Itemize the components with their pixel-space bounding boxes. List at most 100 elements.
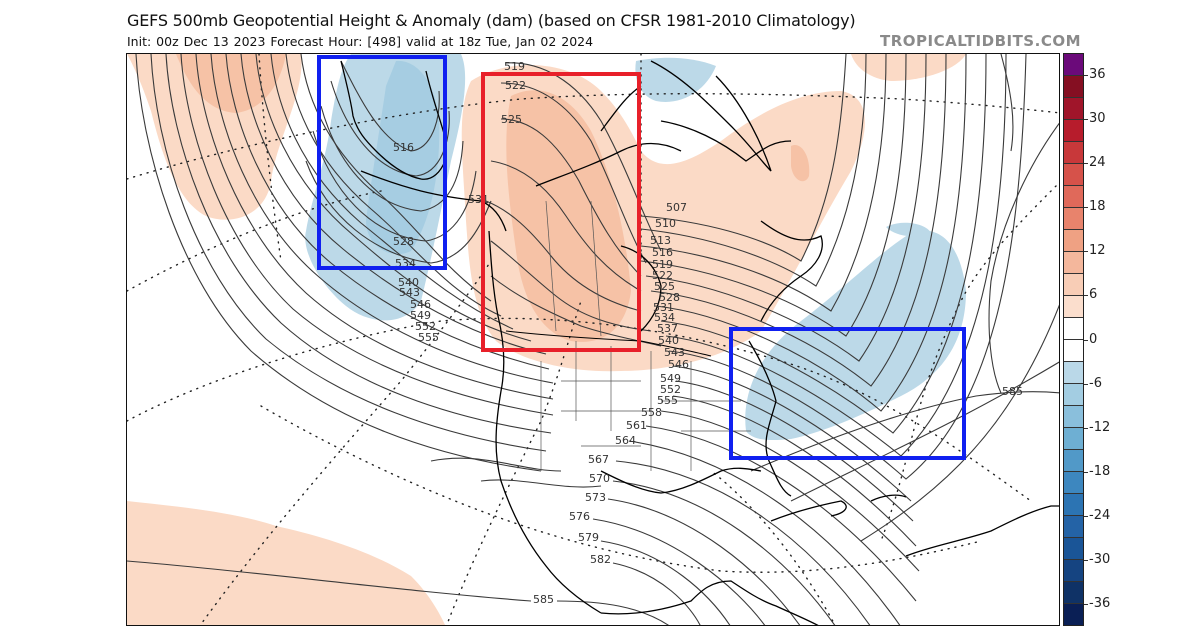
contour-label: 579 (578, 531, 599, 544)
colorbar-tick-label: 24 (1089, 155, 1106, 171)
contour-label: 555 (418, 331, 439, 344)
watermark: TROPICALTIDBITS.COM (880, 32, 1081, 50)
western-canada-ridge-box (481, 72, 641, 352)
contour-label: 540 (658, 334, 679, 347)
colorbar-tick (1084, 119, 1088, 121)
contour-label: 549 (410, 309, 431, 322)
colorbar-tick-label: 0 (1089, 331, 1098, 347)
colorbar-swatch (1064, 406, 1083, 428)
colorbar-tick (1084, 339, 1088, 341)
contour-label: 543 (399, 286, 420, 299)
contour-label: 528 (393, 235, 414, 248)
colorbar-swatch (1064, 362, 1083, 384)
colorbar-tick-label: -12 (1089, 419, 1111, 435)
contour-label: 576 (569, 510, 590, 523)
colorbar-swatch (1064, 142, 1083, 164)
contour-label: 549 (660, 372, 681, 385)
contour-label: 543 (664, 346, 685, 359)
colorbar-tick (1084, 383, 1088, 385)
colorbar-swatch (1064, 472, 1083, 494)
contour-label: 585 (1002, 385, 1023, 398)
map-canvas (127, 54, 1059, 625)
colorbar-tick-label: 36 (1089, 67, 1106, 83)
contour-label: 564 (615, 434, 636, 447)
contour-label: 516 (652, 246, 673, 259)
colorbar-swatch (1064, 164, 1083, 186)
contour-label: 546 (668, 358, 689, 371)
contour-label: 522 (652, 269, 673, 282)
colorbar-tick (1084, 251, 1088, 253)
colorbar-swatch (1064, 252, 1083, 274)
contour-label: 534 (654, 311, 675, 324)
colorbar-swatch (1064, 384, 1083, 406)
colorbar-swatch (1064, 98, 1083, 120)
contour-label: 522 (505, 79, 526, 92)
anomaly-colorbar (1063, 53, 1084, 626)
colorbar-swatch (1064, 208, 1083, 230)
colorbar-swatch (1064, 230, 1083, 252)
contour-label: 525 (654, 280, 675, 293)
contour-label: 552 (660, 383, 681, 396)
contour-label: 507 (666, 201, 687, 214)
colorbar-tick-label: 6 (1089, 287, 1098, 303)
colorbar-tick (1084, 207, 1088, 209)
negative-anomaly-core (366, 60, 440, 255)
contour-label: 519 (652, 258, 673, 271)
contour-label: 525 (501, 113, 522, 126)
contour-label: 510 (655, 217, 676, 230)
map-title: GEFS 500mb Geopotential Height & Anomaly… (127, 11, 856, 30)
alaska-trough-box (317, 55, 447, 270)
colorbar-tick (1084, 163, 1088, 165)
colorbar-swatch (1064, 604, 1083, 625)
colorbar-swatch (1064, 296, 1083, 318)
colorbar-swatch (1064, 582, 1083, 604)
colorbar-tick (1084, 75, 1088, 77)
colorbar-tick-label: -30 (1089, 551, 1111, 567)
colorbar-swatch (1064, 450, 1083, 472)
colorbar-tick (1084, 295, 1088, 297)
contour-label: 582 (590, 553, 611, 566)
colorbar-tick-label: -6 (1089, 375, 1102, 391)
east-coast-trough-box (729, 327, 966, 460)
colorbar-tick-label: 12 (1089, 243, 1106, 259)
colorbar-tick-label: 30 (1089, 111, 1106, 127)
coastlines (340, 60, 1059, 625)
colorbar-swatch (1064, 54, 1083, 76)
contour-label: 558 (641, 406, 662, 419)
contour-label: 513 (650, 234, 671, 247)
colorbar-tick (1084, 515, 1088, 517)
contour-label: 552 (415, 320, 436, 333)
colorbar-tick (1084, 559, 1088, 561)
colorbar-tick-label: -18 (1089, 463, 1111, 479)
colorbar-tick-label: 18 (1089, 199, 1106, 215)
contour-label: 519 (504, 60, 525, 73)
colorbar-swatch (1064, 428, 1083, 450)
contour-label: 573 (585, 491, 606, 504)
colorbar-swatch (1064, 186, 1083, 208)
height-contours (127, 54, 1059, 625)
colorbar-tick-label: -36 (1089, 595, 1111, 611)
colorbar-swatch (1064, 538, 1083, 560)
colorbar-swatch (1064, 340, 1083, 362)
contour-label: 537 (657, 322, 678, 335)
colorbar-swatch (1064, 494, 1083, 516)
contour-label: 555 (657, 394, 678, 407)
contour-label: 528 (659, 291, 680, 304)
contour-label: 516 (393, 141, 414, 154)
colorbar-tick (1084, 603, 1088, 605)
colorbar-swatch (1064, 318, 1083, 340)
map-subtitle: Init: 00z Dec 13 2023 Forecast Hour: [49… (127, 34, 594, 49)
contour-label: 531 (653, 301, 674, 314)
contour-label: 561 (626, 419, 647, 432)
colorbar-tick (1084, 471, 1088, 473)
contour-label: 567 (588, 453, 609, 466)
positive-anomaly-core (176, 54, 810, 342)
colorbar-tick-label: -24 (1089, 507, 1111, 523)
political-borders (540, 200, 751, 471)
colorbar-swatch (1064, 274, 1083, 296)
contour-label: 546 (410, 298, 431, 311)
graticule (127, 54, 1059, 625)
contour-label: 570 (589, 472, 610, 485)
colorbar-swatch (1064, 120, 1083, 142)
contour-label: 540 (398, 276, 419, 289)
